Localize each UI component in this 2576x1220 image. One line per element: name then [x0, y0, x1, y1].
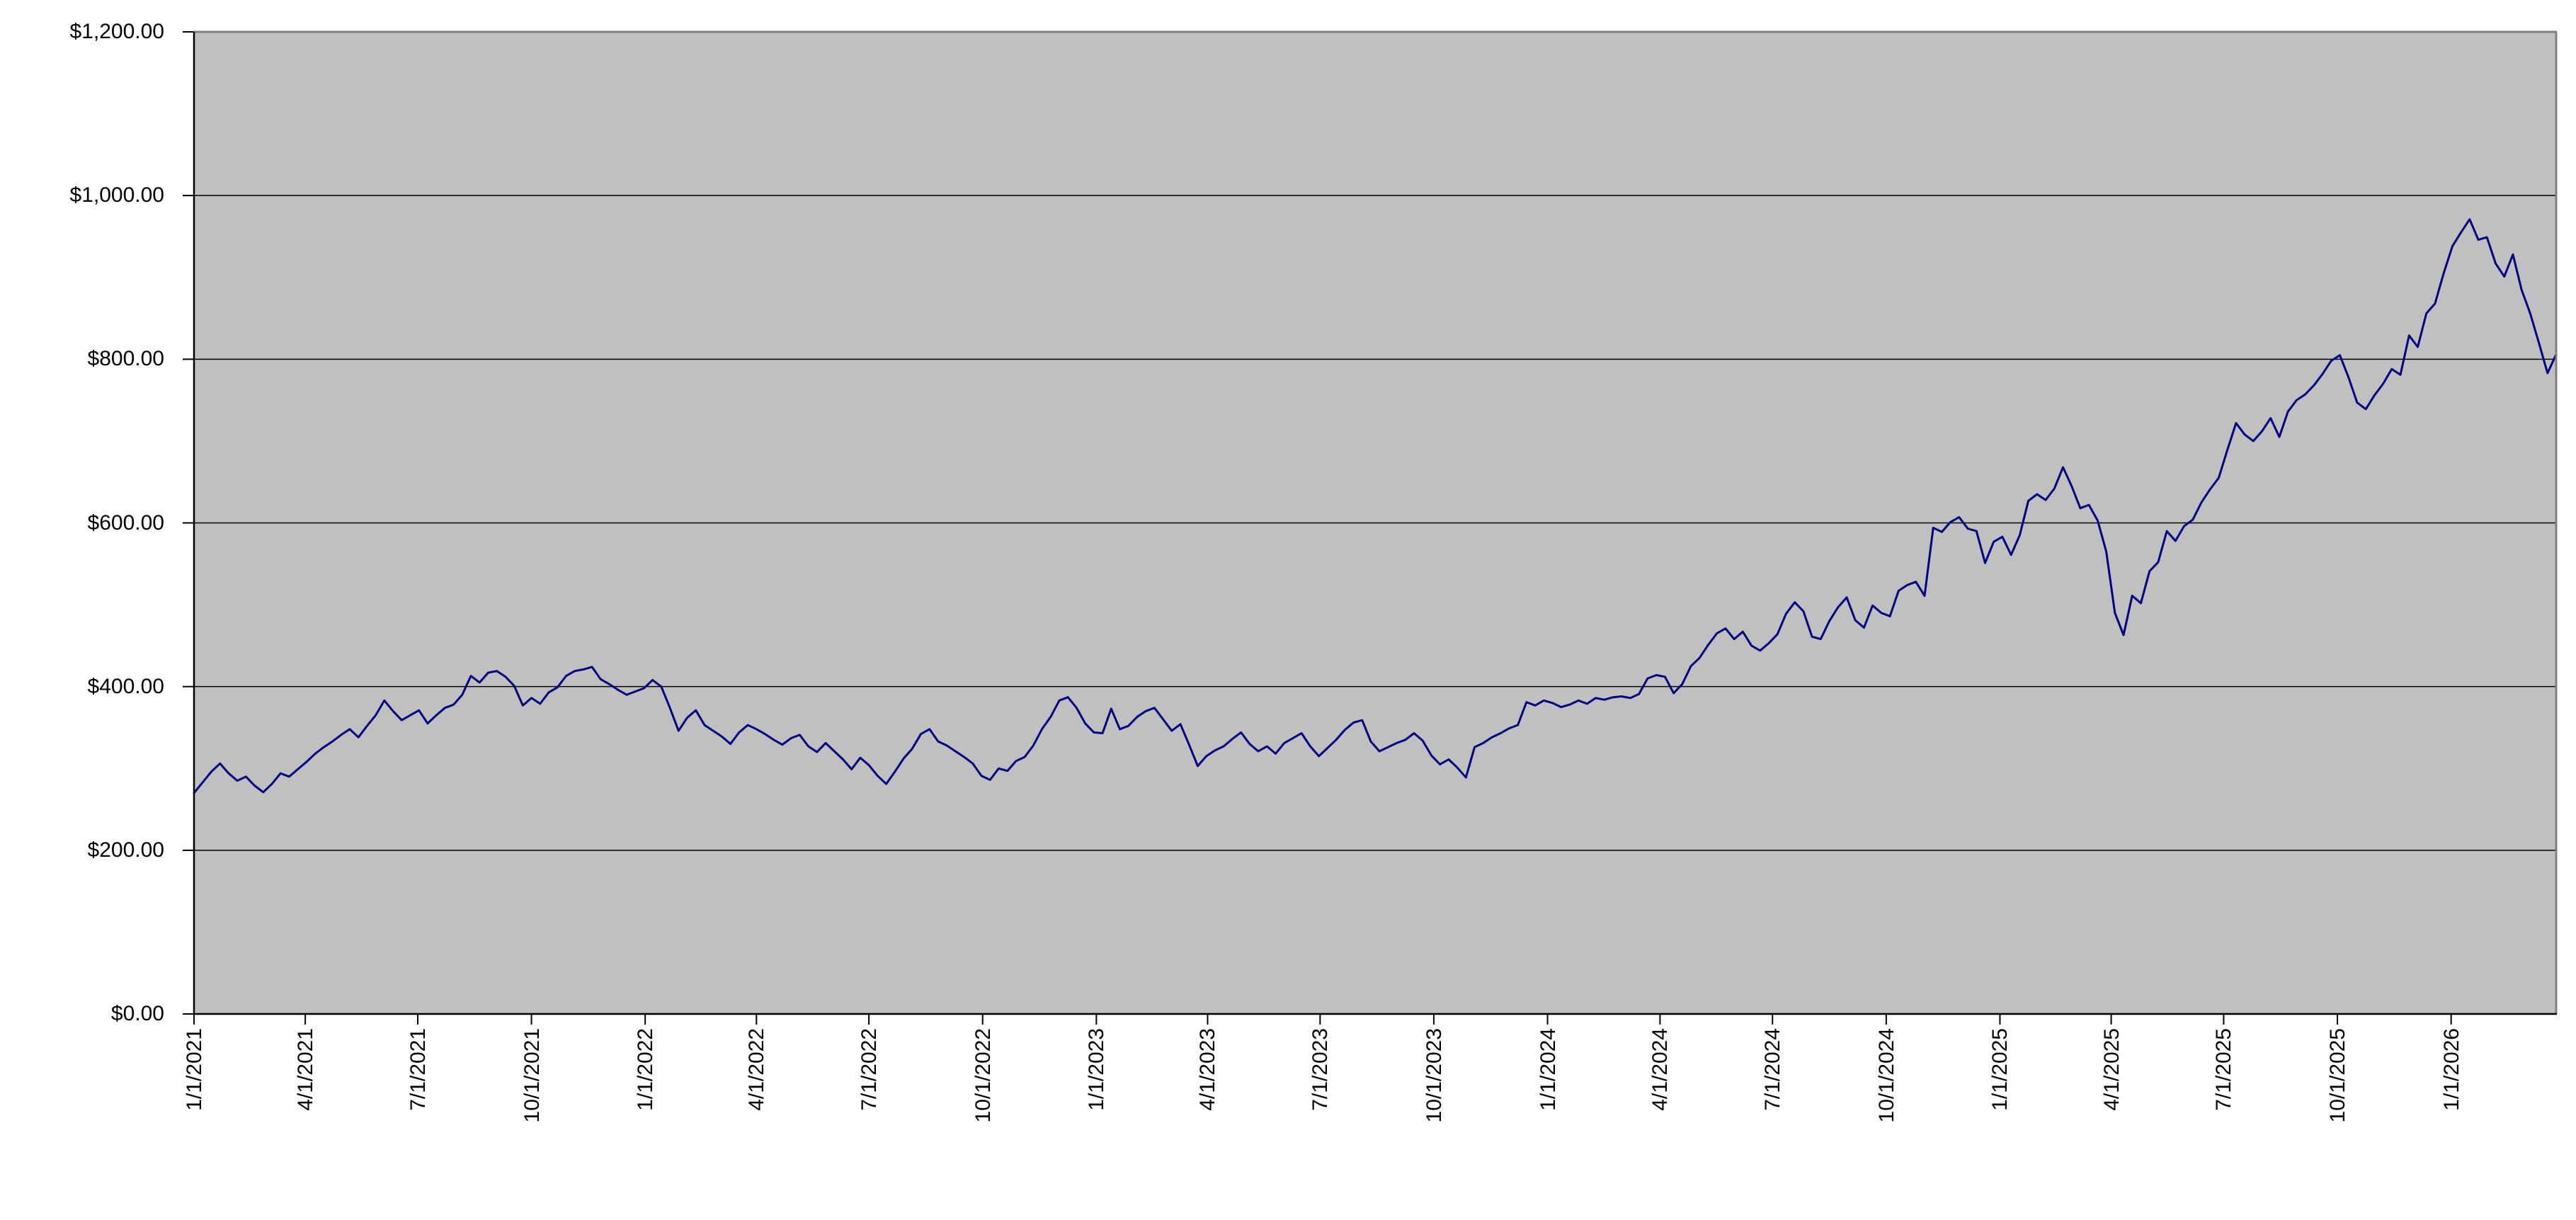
x-axis-tick-label: 1/1/2025 — [1988, 1028, 2012, 1111]
y-axis-tick-label: $600.00 — [87, 511, 164, 535]
y-axis-tick-label: $400.00 — [87, 674, 164, 698]
x-axis-tick-label: 10/1/2021 — [520, 1028, 544, 1123]
y-axis-tick-label: $0.00 — [110, 1002, 164, 1025]
x-axis-tick-label: 7/1/2023 — [1309, 1028, 1333, 1111]
x-axis-tick-label: 10/1/2025 — [2326, 1028, 2349, 1123]
x-axis-tick-label: 4/1/2023 — [1196, 1028, 1220, 1111]
x-axis-tick-label: 4/1/2025 — [2099, 1028, 2124, 1111]
axis-ticks — [183, 31, 2452, 1025]
x-axis-tick-label: 7/1/2021 — [406, 1028, 430, 1111]
x-axis-tick-label: 1/1/2021 — [183, 1028, 206, 1111]
x-axis-tick-label: 1/1/2026 — [2439, 1028, 2463, 1111]
data-series-line — [193, 218, 2558, 794]
x-axis-tick-label: 4/1/2022 — [745, 1028, 769, 1111]
y-axis-tick-label: $1,200.00 — [69, 20, 164, 43]
x-axis-tick-label: 1/1/2024 — [1536, 1028, 1560, 1111]
x-axis-tick-label: 10/1/2022 — [971, 1028, 995, 1123]
x-axis-tick-label: 7/1/2022 — [857, 1028, 882, 1111]
x-axis-tick-label: 7/1/2024 — [1761, 1028, 1785, 1111]
x-axis-tick-label: 10/1/2023 — [1422, 1028, 1446, 1123]
x-axis-tick-label: 4/1/2021 — [294, 1028, 318, 1111]
gridlines — [194, 195, 2556, 851]
x-axis-tick-label: 1/1/2023 — [1085, 1028, 1109, 1111]
x-axis-tick-label: 1/1/2022 — [634, 1028, 658, 1111]
x-axis-tick-label: 7/1/2025 — [2212, 1028, 2236, 1111]
x-axis-tick-label: 10/1/2024 — [1874, 1028, 1898, 1123]
y-axis-tick-label: $800.00 — [87, 347, 164, 371]
y-axis-tick-label: $1,000.00 — [69, 183, 164, 207]
x-axis-tick-label: 4/1/2024 — [1648, 1028, 1672, 1111]
y-axis-tick-label: $200.00 — [87, 838, 164, 862]
plot-border — [193, 30, 2558, 1015]
